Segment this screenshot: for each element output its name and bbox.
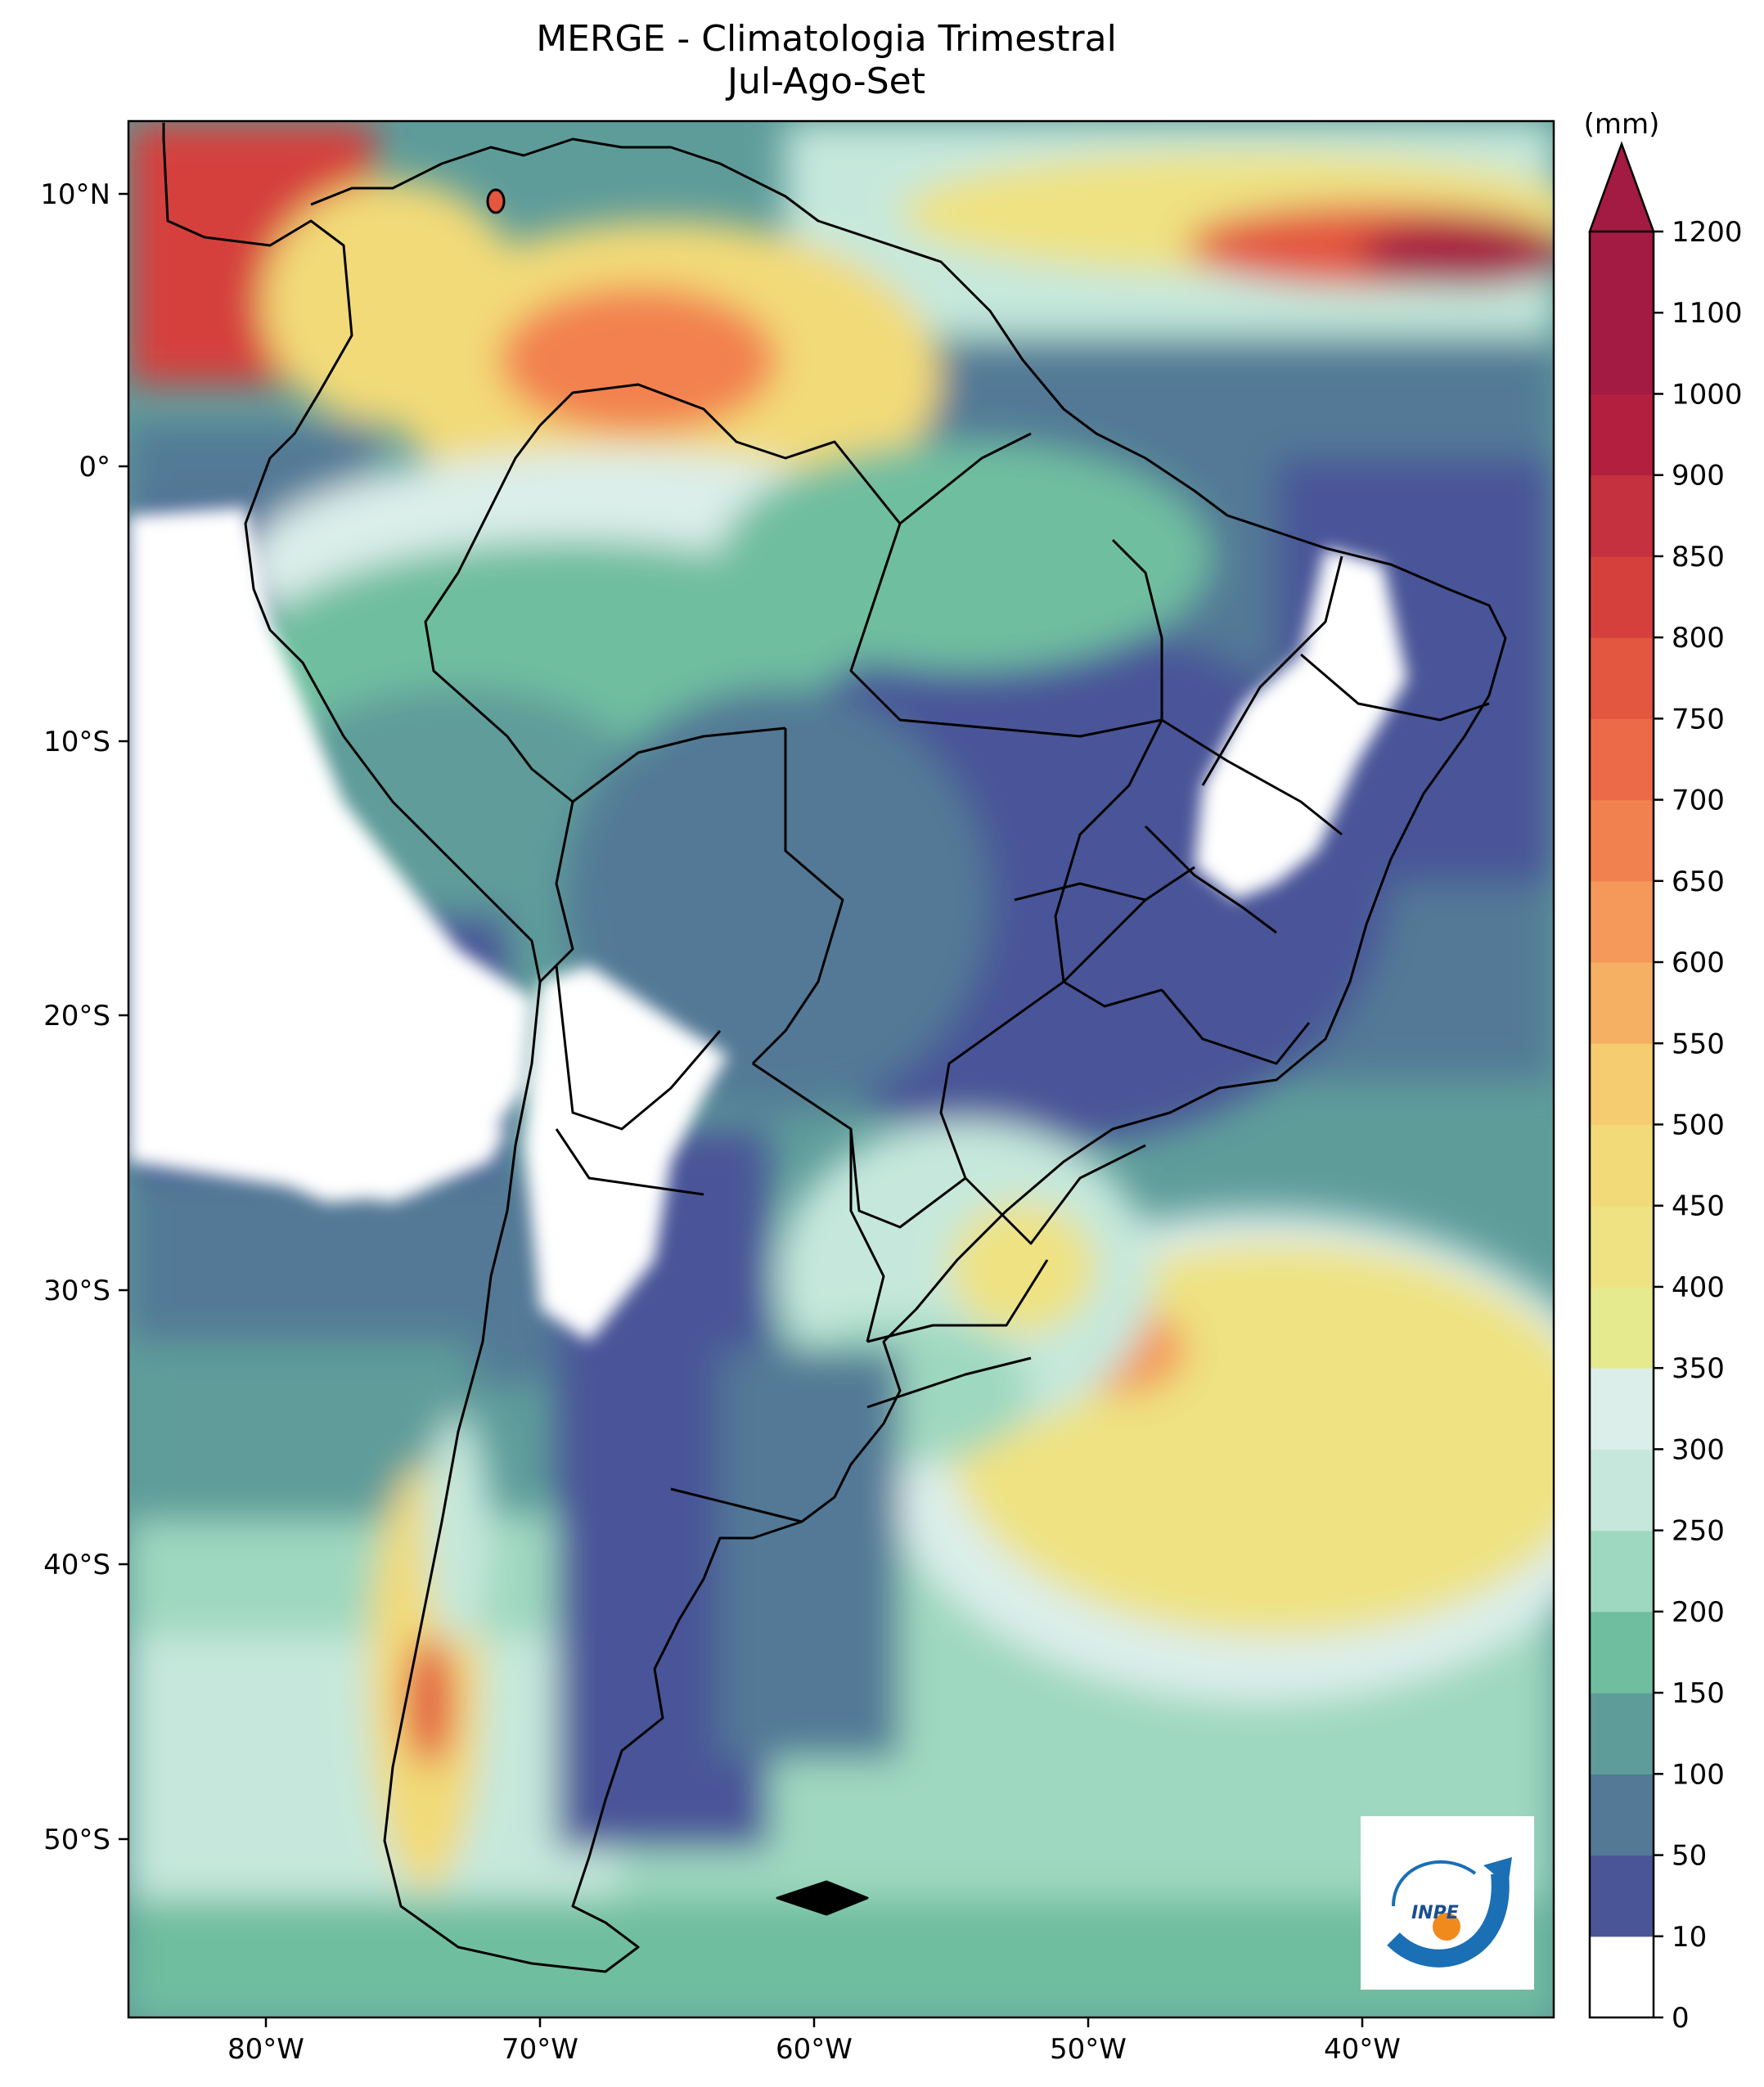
colorbar-segment	[1590, 555, 1654, 638]
axis-ticks	[119, 192, 1364, 2027]
lon-tick-80w: 80°W	[227, 2033, 304, 2066]
precipitation-field	[128, 121, 1554, 2017]
lat-tick-10n: 10°N	[40, 178, 110, 211]
colorbar-level-label: 800	[1672, 622, 1725, 654]
lat-tick-10s: 10°S	[43, 726, 110, 758]
colorbar-segment	[1590, 718, 1654, 801]
colorbar-segment	[1590, 799, 1654, 882]
colorbar-level-label: 250	[1672, 1515, 1725, 1548]
colorbar-segment	[1590, 637, 1654, 719]
colorbar-level-label: 50	[1672, 1840, 1707, 1873]
colorbar-segment	[1590, 1043, 1654, 1126]
colorbar-level-label: 700	[1672, 785, 1725, 817]
colorbar-segment	[1590, 1936, 1654, 2018]
colorbar-level-label: 400	[1672, 1271, 1725, 1304]
colorbar-level-label: 750	[1672, 703, 1725, 735]
colorbar-segment	[1590, 394, 1654, 476]
lat-tick-30s: 30°S	[43, 1275, 110, 1307]
colorbar-level-label: 200	[1672, 1596, 1725, 1629]
colorbar-segment	[1590, 1530, 1654, 1612]
title-line-2: Jul-Ago-Set	[727, 61, 925, 102]
lat-tick-20s: 20°S	[43, 1000, 110, 1032]
lat-tick-40s: 40°S	[43, 1549, 110, 1581]
colorbar-level-label: 1100	[1672, 297, 1743, 330]
colorbar-extend-arrow	[1588, 141, 1655, 233]
lon-tick-40w: 40°W	[1324, 2033, 1401, 2066]
inpe-logo: INPE	[1361, 1816, 1534, 1990]
colorbar-segments	[1590, 232, 1654, 2018]
map-title: MERGE - Climatologia Trimestral Jul-Ago-…	[0, 18, 1653, 103]
coastlines-and-borders	[162, 123, 1507, 1973]
colorbar-segment	[1590, 475, 1654, 557]
colorbar-level-label: 850	[1672, 541, 1725, 573]
lon-tick-50w: 50°W	[1050, 2033, 1127, 2066]
logo-arrow-icon	[1387, 1872, 1510, 1968]
colorbar-level-label: 550	[1672, 1028, 1725, 1060]
colorbar-segment	[1590, 1611, 1654, 1693]
colorbar-level-label: 1000	[1672, 378, 1743, 411]
colorbar-level-label: 300	[1672, 1433, 1725, 1466]
colorbar-segment	[1590, 1286, 1654, 1369]
colorbar-labels: 0 10 50 100 150 200 250 300 350 400 450 500 550 600 65…	[1654, 216, 1743, 2035]
colorbar-segment	[1590, 1693, 1654, 1774]
colorbar-level-label: 0	[1672, 2002, 1690, 2035]
logo-text: INPE	[1411, 1903, 1459, 1923]
colorbar-level-label: 600	[1672, 947, 1725, 979]
colorbar-segment	[1590, 1368, 1654, 1451]
lon-tick-60w: 60°W	[776, 2033, 853, 2066]
colorbar-level-label: 650	[1672, 866, 1725, 898]
lat-tick-50s: 50°S	[43, 1824, 110, 1856]
logo-sun-icon	[1433, 1913, 1460, 1941]
colorbar-segment	[1590, 232, 1654, 313]
colorbar-unit: (mm)	[1584, 108, 1660, 141]
colorbar-level-label: 1200	[1672, 216, 1743, 249]
lon-tick-70w: 70°W	[502, 2033, 578, 2066]
lat-tick-0: 0°	[79, 451, 110, 484]
colorbar-level-label: 10	[1672, 1921, 1707, 1954]
colorbar: (mm) 0 10 50 100 150 200 250 300 350 400 450 500 550…	[1584, 108, 1743, 2035]
colorbar-segment	[1590, 1124, 1654, 1207]
colorbar-segment	[1590, 1205, 1654, 1288]
colorbar-level-label: 500	[1672, 1109, 1725, 1142]
colorbar-level-label: 100	[1672, 1758, 1725, 1791]
colorbar-level-label: 450	[1672, 1190, 1725, 1223]
colorbar-segment	[1590, 313, 1654, 395]
colorbar-frame	[1588, 232, 1655, 2019]
colorbar-segment	[1590, 1855, 1654, 1937]
colorbar-segment	[1590, 1449, 1654, 1532]
colorbar-segment	[1590, 1774, 1654, 1856]
map-frame	[127, 119, 1555, 2019]
colorbar-segment	[1590, 880, 1654, 963]
title-line-1: MERGE - Climatologia Trimestral	[536, 18, 1117, 60]
colorbar-segment	[1590, 962, 1654, 1044]
logo-orbit-icon	[1392, 1860, 1477, 1907]
colorbar-level-label: 150	[1672, 1677, 1725, 1710]
colorbar-level-label: 350	[1672, 1352, 1725, 1385]
colorbar-level-label: 900	[1672, 460, 1725, 493]
